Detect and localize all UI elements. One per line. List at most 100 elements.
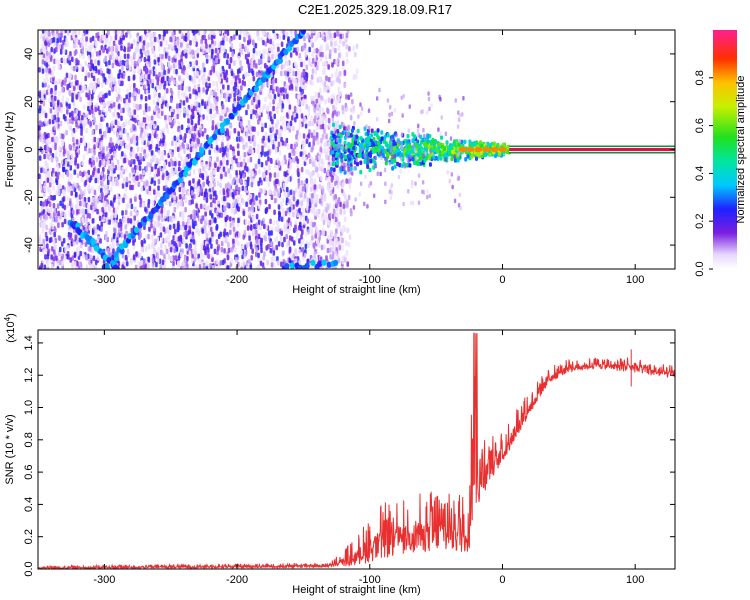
noise-cell — [131, 167, 134, 173]
noise-cell — [117, 79, 121, 85]
noise-cell — [75, 139, 79, 145]
noise-cell — [321, 134, 325, 140]
noise-cell — [331, 46, 335, 52]
noise-cell — [299, 151, 303, 157]
noise-cell — [226, 151, 230, 158]
noise-cell — [121, 65, 124, 71]
noise-cell — [153, 106, 156, 112]
noise-cell — [85, 264, 89, 269]
noise-cell — [142, 169, 145, 176]
noise-cell — [191, 49, 195, 56]
noise-cell — [204, 228, 207, 234]
noise-cell — [131, 184, 134, 191]
noise-cell — [167, 241, 171, 248]
noise-cell — [215, 140, 218, 147]
noise-cell — [105, 37, 109, 44]
noise-cell — [323, 147, 326, 154]
noise-cell — [68, 112, 72, 118]
noise-cell — [77, 246, 81, 252]
noise-cell — [296, 199, 300, 205]
noise-cell — [161, 78, 164, 84]
noise-cell — [294, 209, 297, 216]
noise-cell — [39, 200, 43, 207]
noise-cell — [124, 209, 128, 216]
noise-cell — [308, 46, 311, 53]
noise-cell — [144, 103, 148, 109]
noise-cell — [325, 255, 328, 261]
noise-cell — [173, 206, 177, 213]
noise-cell — [51, 179, 55, 185]
noise-cell — [297, 178, 301, 184]
noise-cell — [303, 192, 307, 199]
noise-cell — [95, 41, 98, 48]
noise-cell — [60, 255, 64, 262]
noise-cell — [133, 82, 136, 89]
noise-cell — [274, 226, 278, 232]
noise-cell — [287, 122, 290, 129]
noise-cell — [127, 75, 131, 82]
noise-cell — [91, 229, 95, 236]
noise-cell — [248, 67, 251, 74]
noise-cell — [173, 161, 177, 167]
noise-cell — [83, 104, 86, 111]
noise-cell — [341, 105, 344, 111]
noise-cell — [315, 125, 319, 132]
noise-cell — [70, 152, 74, 159]
noise-cell — [56, 138, 59, 144]
noise-cell — [277, 260, 280, 266]
noise-cell — [74, 49, 78, 55]
noise-cell — [198, 264, 202, 269]
noise-cell — [63, 218, 67, 225]
noise-cell — [101, 82, 104, 88]
noise-cell — [159, 129, 163, 135]
noise-cell — [58, 43, 61, 50]
noise-cell — [264, 41, 268, 47]
noise-cell — [313, 115, 317, 122]
noise-cell — [315, 64, 319, 71]
noise-cell — [274, 133, 277, 139]
noise-cell — [44, 254, 47, 260]
noise-cell — [239, 30, 243, 35]
noise-cell — [118, 125, 122, 132]
noise-cell — [237, 241, 240, 247]
noise-cell — [162, 185, 166, 192]
noise-cell — [71, 255, 75, 261]
noise-cell — [232, 34, 236, 40]
noise-cell — [189, 214, 193, 220]
noise-cell — [205, 48, 208, 54]
noise-cell — [325, 154, 328, 161]
noise-cell — [300, 234, 303, 240]
noise-cell — [82, 217, 85, 224]
noise-cell — [251, 205, 254, 212]
noise-cell — [234, 190, 237, 196]
noise-cell — [114, 119, 118, 126]
noise-cell — [272, 105, 275, 112]
noise-cell — [41, 139, 45, 145]
noise-cell — [136, 114, 139, 120]
noise-cell — [289, 189, 293, 196]
noise-cell — [298, 248, 301, 255]
noise-cell — [156, 236, 160, 242]
noise-cell — [295, 235, 299, 242]
noise-cell — [289, 52, 293, 58]
noise-cell — [165, 170, 169, 177]
noise-cell — [106, 101, 110, 107]
noise-cell — [42, 238, 46, 245]
noise-cell — [201, 100, 204, 106]
noise-cell — [95, 157, 99, 163]
noise-cell — [171, 57, 175, 63]
noise-cell — [308, 57, 311, 63]
noise-cell — [183, 112, 186, 118]
noise-cell — [174, 145, 178, 152]
noise-cell — [248, 258, 251, 265]
noise-cell — [102, 216, 106, 222]
noise-cell — [268, 203, 271, 210]
noise-cell — [305, 64, 309, 71]
noise-cell — [205, 43, 208, 49]
noise-cell — [206, 252, 210, 259]
noise-cell — [246, 48, 250, 54]
noise-cell — [341, 245, 344, 251]
noise-cell — [328, 176, 331, 182]
noise-cell — [280, 261, 283, 268]
noise-cell — [79, 52, 82, 59]
